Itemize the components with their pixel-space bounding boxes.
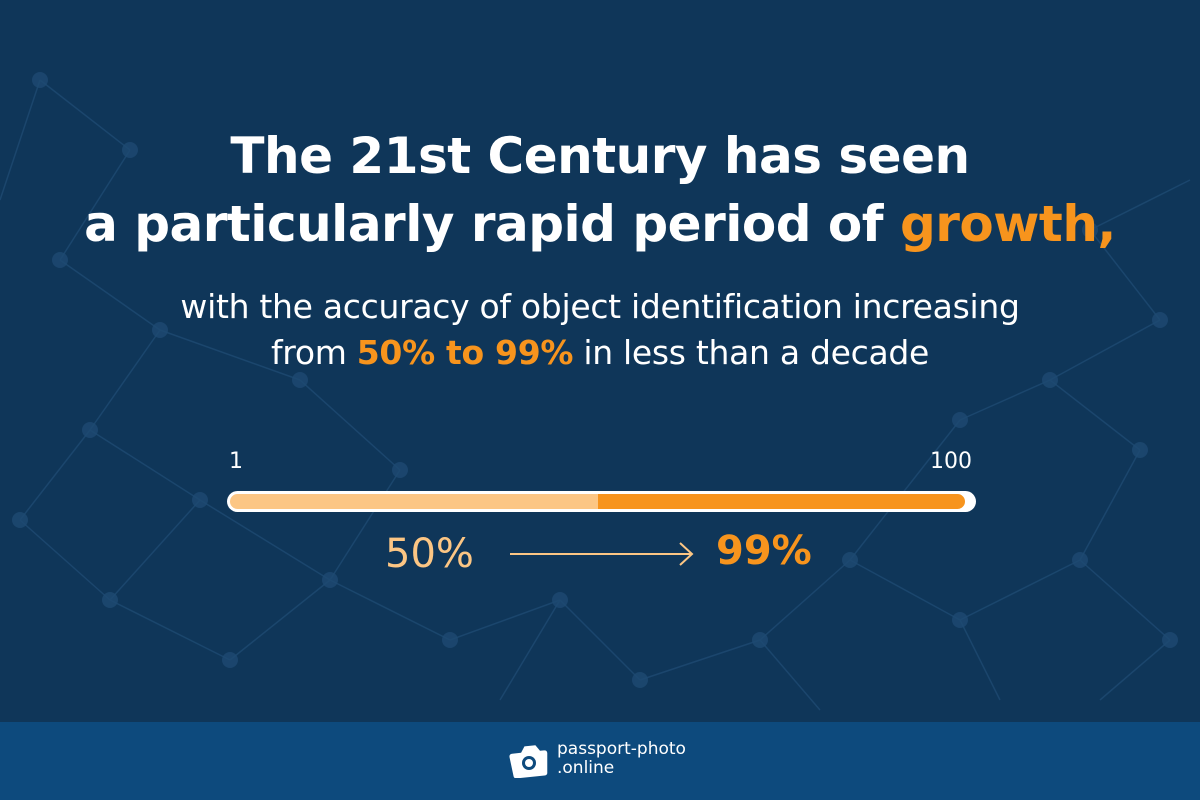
subtitle-line-1: with the accuracy of object identificati… — [180, 287, 1020, 326]
subtitle-line-2-post: in less than a decade — [573, 333, 930, 372]
start-value: 50% — [385, 531, 474, 577]
headline-line-2-text: a particularly rapid period of — [84, 195, 900, 253]
progress-fill-start — [230, 494, 598, 509]
scale-max-label: 100 — [930, 449, 972, 474]
headline-line-1: The 21st Century has seen — [230, 127, 970, 185]
subtitle: with the accuracy of object identificati… — [0, 284, 1200, 376]
logo-text: passport-photo .online — [557, 740, 686, 778]
progress-track — [227, 491, 976, 512]
arrow-right-icon — [510, 542, 694, 566]
headline-line-2: a particularly rapid period of growth, — [0, 190, 1200, 258]
camera-icon — [509, 745, 548, 778]
headline: The 21st Century has seen a particularly… — [0, 122, 1200, 258]
progress-fill-growth — [598, 494, 965, 509]
subtitle-highlight: 50% to 99% — [356, 333, 574, 372]
background-network-pattern — [0, 72, 1191, 711]
subtitle-line-2-pre: from — [270, 333, 357, 372]
logo-line-2: .online — [557, 758, 615, 778]
scale-min-label: 1 — [229, 449, 243, 474]
logo-line-1: passport-photo — [557, 739, 686, 759]
headline-highlight: growth, — [899, 195, 1116, 253]
end-value: 99% — [716, 528, 812, 574]
footer-bar — [0, 722, 1200, 800]
subtitle-line-2: from 50% to 99% in less than a decade — [0, 330, 1200, 376]
